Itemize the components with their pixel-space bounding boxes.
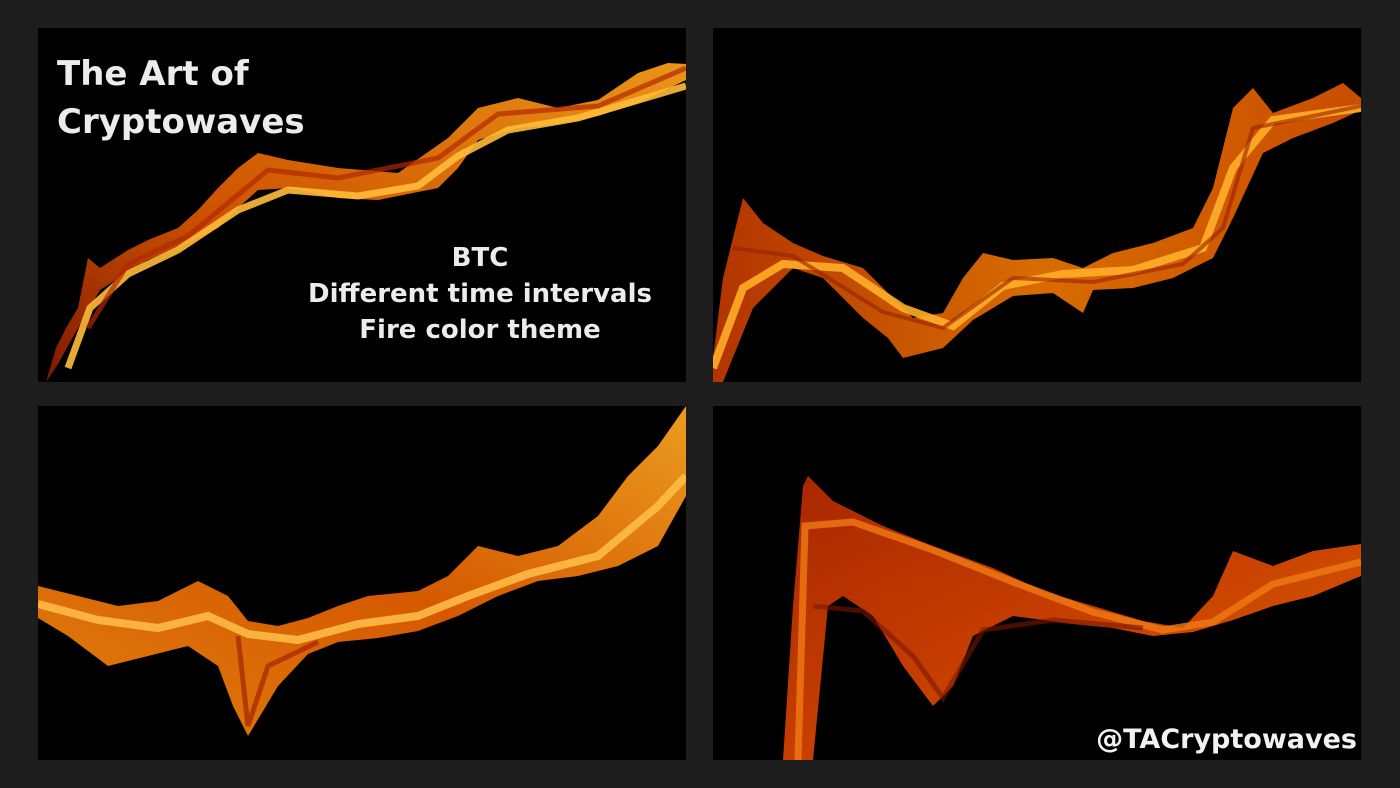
- caption-line-1: BTC: [451, 243, 509, 273]
- caption-line-3: Fire color theme: [359, 315, 601, 345]
- fire-wave-art-2: [713, 83, 1361, 382]
- wave-panel-4: @TACryptowaves: [713, 406, 1361, 760]
- artwork-title-line-2: Cryptowaves: [57, 102, 305, 142]
- author-handle: @TACryptowaves: [1096, 724, 1357, 755]
- artwork-title: The Art of Cryptowaves: [57, 50, 305, 146]
- artwork-caption: BTC Different time intervals Fire color …: [288, 240, 672, 348]
- artwork-title-line-1: The Art of: [57, 54, 249, 94]
- wave-panel-2: [713, 28, 1361, 382]
- wave-panel-3: [38, 406, 686, 760]
- fire-wave-art-4: [783, 476, 1361, 760]
- wave-panel-1: The Art of Cryptowaves BTC Different tim…: [38, 28, 686, 382]
- caption-line-2: Different time intervals: [308, 279, 652, 309]
- fire-wave-art-3: [38, 406, 686, 736]
- fire-wave-art-1: [46, 63, 686, 382]
